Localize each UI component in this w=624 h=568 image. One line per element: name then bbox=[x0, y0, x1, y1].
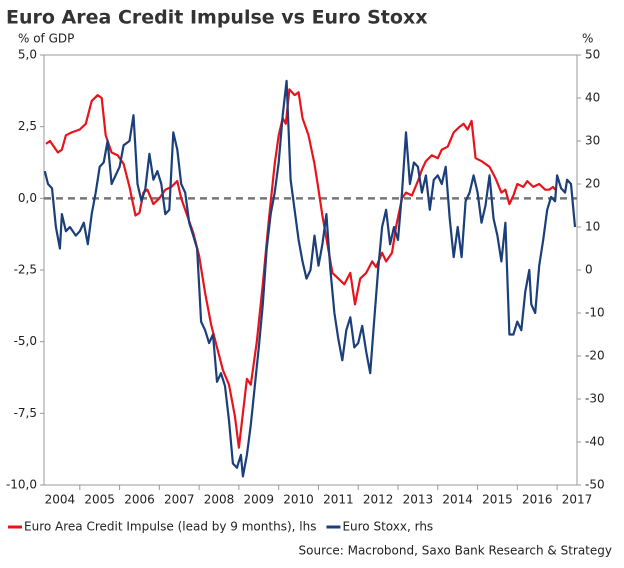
x-tick-label: 2017 bbox=[562, 493, 593, 507]
y-tick-label: 2,5 bbox=[18, 119, 37, 133]
y-tick-label: -5,0 bbox=[14, 334, 37, 348]
y2-tick-label: -20 bbox=[585, 349, 605, 363]
y-tick-label: -2,5 bbox=[14, 263, 37, 277]
y2-axis-title: % bbox=[582, 32, 593, 46]
y-axis-title: % of GDP bbox=[18, 32, 74, 46]
y2-tick-label: 10 bbox=[585, 220, 600, 234]
x-tick-label: 2005 bbox=[84, 493, 115, 507]
y2-tick-label: -50 bbox=[585, 478, 605, 492]
x-tick-label: 2006 bbox=[124, 493, 155, 507]
x-tick-label: 2007 bbox=[164, 493, 195, 507]
y-tick-label: -7,5 bbox=[14, 406, 37, 420]
y-tick-label: 0,0 bbox=[18, 191, 37, 205]
y2-tick-label: 30 bbox=[585, 134, 600, 148]
legend-label: Euro Stoxx, rhs bbox=[342, 520, 433, 534]
y2-tick-label: 0 bbox=[585, 263, 593, 277]
y2-tick-label: -40 bbox=[585, 435, 605, 449]
legend-label: Euro Area Credit Impulse (lead by 9 mont… bbox=[24, 520, 316, 534]
x-tick-label: 2012 bbox=[363, 493, 394, 507]
chart-title: Euro Area Credit Impulse vs Euro Stoxx bbox=[6, 7, 427, 29]
x-tick-label: 2014 bbox=[442, 493, 473, 507]
source-note: Source: Macrobond, Saxo Bank Research & … bbox=[299, 544, 612, 558]
y2-tick-label: 40 bbox=[585, 91, 600, 105]
x-tick-label: 2009 bbox=[244, 493, 275, 507]
x-tick-label: 2004 bbox=[45, 493, 76, 507]
x-tick-label: 2016 bbox=[522, 493, 553, 507]
y2-tick-label: 50 bbox=[585, 48, 600, 62]
y2-tick-label: 20 bbox=[585, 177, 600, 191]
y-tick-label: -10,0 bbox=[6, 478, 37, 492]
x-tick-label: 2015 bbox=[482, 493, 513, 507]
x-tick-label: 2013 bbox=[403, 493, 434, 507]
series-line bbox=[43, 79, 577, 478]
y-tick-label: 5,0 bbox=[18, 48, 37, 62]
x-tick-label: 2008 bbox=[204, 493, 235, 507]
series-line bbox=[45, 88, 556, 449]
x-tick-label: 2011 bbox=[323, 493, 354, 507]
y2-tick-label: -10 bbox=[585, 306, 605, 320]
y2-tick-label: -30 bbox=[585, 392, 605, 406]
x-tick-label: 2010 bbox=[283, 493, 314, 507]
